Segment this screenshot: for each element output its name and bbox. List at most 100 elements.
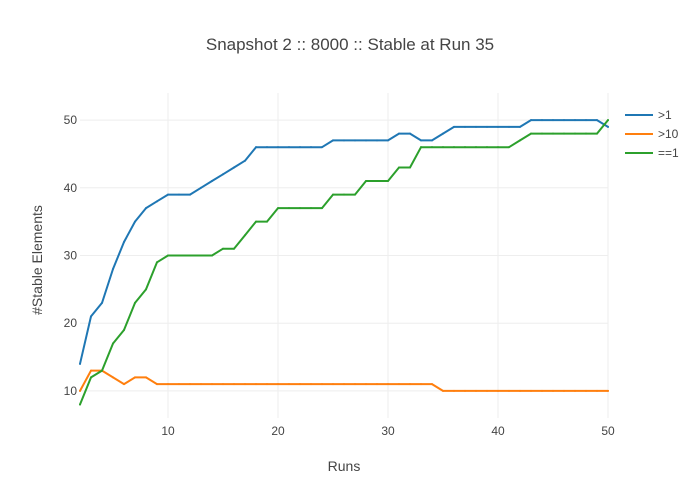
data-point[interactable] [585,389,587,392]
data-point[interactable] [519,139,521,142]
data-point[interactable] [156,383,158,386]
data-point[interactable] [244,383,246,386]
data-point[interactable] [497,389,499,392]
data-point[interactable] [453,125,455,128]
data-point[interactable] [387,180,389,183]
data-point[interactable] [156,261,158,264]
data-point[interactable] [376,139,378,142]
data-point[interactable] [200,186,202,189]
data-point[interactable] [475,146,477,149]
data-point[interactable] [574,132,576,135]
data-point[interactable] [134,220,136,223]
data-point[interactable] [189,254,191,257]
data-point[interactable] [354,383,356,386]
data-point[interactable] [563,119,565,122]
data-point[interactable] [508,125,510,128]
data-point[interactable] [442,389,444,392]
data-point[interactable] [123,328,125,331]
data-point[interactable] [508,389,510,392]
data-point[interactable] [266,220,268,223]
series-2[interactable] [79,369,609,392]
data-point[interactable] [299,383,301,386]
data-point[interactable] [420,139,422,142]
data-point[interactable] [200,254,202,257]
data-point[interactable] [112,376,114,379]
data-point[interactable] [464,125,466,128]
data-point[interactable] [211,383,213,386]
data-point[interactable] [453,389,455,392]
data-point[interactable] [420,383,422,386]
series-line[interactable] [79,369,609,392]
data-point[interactable] [156,200,158,203]
data-point[interactable] [607,125,609,128]
data-point[interactable] [464,389,466,392]
data-point[interactable] [387,139,389,142]
data-point[interactable] [222,173,224,176]
data-point[interactable] [607,389,609,392]
data-point[interactable] [365,139,367,142]
data-point[interactable] [552,389,554,392]
data-point[interactable] [409,132,411,135]
data-point[interactable] [178,254,180,257]
data-point[interactable] [310,146,312,149]
data-point[interactable] [90,369,92,372]
data-point[interactable] [530,389,532,392]
legend[interactable]: >1 >10 ==1 [625,108,679,160]
data-point[interactable] [90,315,92,318]
data-point[interactable] [332,139,334,142]
data-point[interactable] [365,383,367,386]
data-point[interactable] [134,376,136,379]
data-point[interactable] [79,403,81,406]
data-point[interactable] [112,342,114,345]
data-point[interactable] [343,139,345,142]
data-point[interactable] [79,362,81,365]
data-point[interactable] [277,383,279,386]
data-point[interactable] [145,207,147,210]
data-point[interactable] [244,234,246,237]
data-point[interactable] [475,125,477,128]
data-point[interactable] [497,146,499,149]
data-point[interactable] [178,383,180,386]
data-point[interactable] [90,376,92,379]
data-point[interactable] [354,193,356,196]
data-point[interactable] [519,125,521,128]
data-point[interactable] [420,146,422,149]
data-point[interactable] [541,132,543,135]
data-point[interactable] [563,132,565,135]
data-point[interactable] [222,247,224,250]
data-point[interactable] [321,383,323,386]
data-point[interactable] [409,166,411,169]
data-point[interactable] [288,207,290,210]
data-point[interactable] [585,119,587,122]
legend-item[interactable]: >1 [625,108,672,122]
data-point[interactable] [266,146,268,149]
data-point[interactable] [145,376,147,379]
data-point[interactable] [398,166,400,169]
data-point[interactable] [332,383,334,386]
data-point[interactable] [541,119,543,122]
data-point[interactable] [244,159,246,162]
data-point[interactable] [310,383,312,386]
data-point[interactable] [398,383,400,386]
data-point[interactable] [255,220,257,223]
data-point[interactable] [321,146,323,149]
series-1[interactable] [79,119,609,365]
data-point[interactable] [574,389,576,392]
data-point[interactable] [376,383,378,386]
data-point[interactable] [596,132,598,135]
data-point[interactable] [134,301,136,304]
data-point[interactable] [321,207,323,210]
data-point[interactable] [178,193,180,196]
data-point[interactable] [123,240,125,243]
data-point[interactable] [255,146,257,149]
data-point[interactable] [365,180,367,183]
data-point[interactable] [596,389,598,392]
data-point[interactable] [530,119,532,122]
data-point[interactable] [145,288,147,291]
data-point[interactable] [453,146,455,149]
data-point[interactable] [486,389,488,392]
data-point[interactable] [123,383,125,386]
data-point[interactable] [288,146,290,149]
data-point[interactable] [596,119,598,122]
data-point[interactable] [222,383,224,386]
